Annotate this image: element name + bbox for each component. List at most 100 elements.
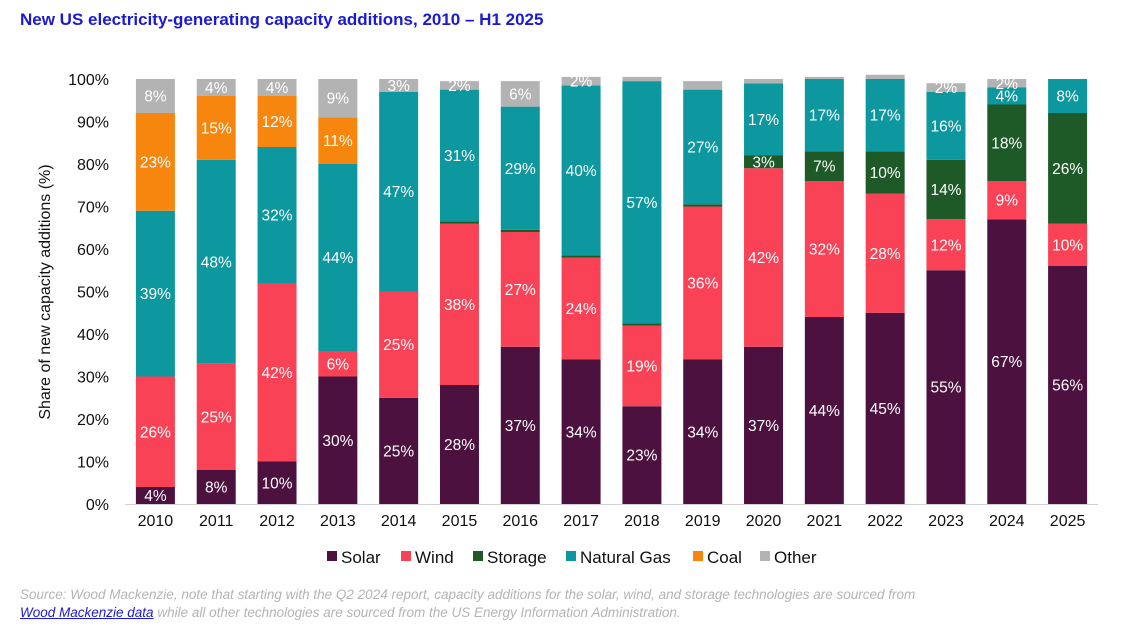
data-label: 10% — [1052, 237, 1083, 254]
bar-solar-2015 — [439, 385, 479, 504]
legend-label: Storage — [487, 548, 547, 567]
bar-solar-2022 — [865, 312, 905, 504]
x-tick-label: 2025 — [1050, 513, 1086, 530]
bar-coal-2011 — [196, 96, 236, 160]
bar-storage-2024 — [987, 104, 1027, 181]
data-label: 39% — [140, 286, 171, 303]
bar-wind-2018 — [622, 325, 662, 407]
y-axis-label: Share of new capacity additions (%) — [37, 164, 54, 419]
bar-other-2021 — [804, 76, 844, 79]
bar-group-2013: 30% 6% 44% 11% 9% — [318, 79, 358, 504]
x-axis: 2010 2011 2012 2013 2014 2015 2016 2017 2018 2019… — [125, 504, 1098, 530]
data-label: 44% — [322, 250, 353, 267]
data-label: 44% — [809, 403, 840, 420]
bar-storage-2025 — [1048, 113, 1088, 224]
y-tick-label: 10% — [77, 455, 109, 472]
bar-group-2012: 10% 42% 32% 12% 4% — [257, 79, 297, 504]
x-tick-label: 2020 — [746, 513, 782, 530]
bar-group-2024: 67% 9% 18% 4%2% — [987, 76, 1027, 504]
legend-item-other: Other — [760, 548, 817, 567]
bar-solar-2025 — [1048, 266, 1088, 504]
y-tick-label: 20% — [77, 412, 109, 429]
bar-group-2025: 56% 10% 26% 8% — [1048, 79, 1088, 504]
data-label: 38% — [444, 297, 475, 314]
bar-other-2014 — [379, 79, 419, 92]
source-text: Source: Wood Mackenzie, note that starti… — [20, 587, 916, 602]
bar-solar-2010 — [135, 487, 175, 504]
chart-title: New US electricity-generating capacity a… — [20, 10, 544, 29]
x-tick-label: 2014 — [381, 513, 417, 530]
bar-wind-2021 — [804, 181, 844, 317]
bar-other-2016 — [500, 81, 540, 107]
bar-natural-gas-2012 — [257, 147, 297, 283]
bar-natural-gas-2020 — [744, 83, 784, 156]
data-label: 3% — [752, 154, 775, 171]
bar-natural-gas-2023 — [926, 91, 966, 160]
bar-solar-2024 — [987, 219, 1027, 504]
bar-group-2021: 44% 32% 7% 17% — [804, 76, 844, 504]
data-label: 12% — [930, 237, 961, 254]
data-label: 27% — [687, 140, 718, 157]
data-label: 42% — [748, 250, 779, 267]
bar-storage-2018 — [622, 323, 662, 326]
data-label: 3% — [387, 78, 410, 95]
bar-group-2023: 55% 12% 14% 16% 2% — [926, 80, 966, 504]
data-label: 32% — [809, 242, 840, 259]
bar-other-2017 — [561, 76, 601, 86]
bar-storage-2019 — [683, 204, 723, 207]
bar-solar-2018 — [622, 406, 662, 504]
x-tick-label: 2012 — [259, 513, 295, 530]
bar-group-2014: 25% 25% 47% 3% — [379, 78, 419, 504]
data-label: 28% — [870, 246, 901, 263]
data-label: 2% — [935, 80, 958, 97]
bar-storage-2022 — [865, 151, 905, 194]
y-tick-label: 100% — [68, 72, 109, 89]
x-tick-label: 2015 — [442, 513, 478, 530]
bar-group-2019: 34% 36% 27% — [683, 81, 723, 504]
legend-label: Natural Gas — [580, 548, 671, 567]
data-label: 34% — [687, 424, 718, 441]
bar-wind-2020 — [744, 168, 784, 347]
data-label: 57% — [626, 195, 657, 212]
bar-natural-gas-2016 — [500, 106, 540, 230]
x-tick-label: 2023 — [928, 513, 964, 530]
bar-group-2015: 28% 38% 31% 2% — [439, 78, 479, 504]
wood-mackenzie-data-link[interactable]: Wood Mackenzie data — [20, 605, 154, 620]
bar-solar-2020 — [744, 346, 784, 504]
data-label: 27% — [505, 282, 536, 299]
bar-group-2017: 34% 24% 40% 2% — [561, 74, 601, 504]
data-label: 2% — [448, 78, 471, 95]
data-label: 67% — [991, 354, 1022, 371]
bar-natural-gas-2011 — [196, 159, 236, 364]
bars: 4% 26% 39% 23% 8% 8% 25% 48% 15% 4% 10% 42% 32% 12% 4%… — [135, 74, 1088, 505]
x-tick-label: 2024 — [989, 513, 1025, 530]
data-label: 34% — [566, 424, 597, 441]
x-tick-label: 2013 — [320, 513, 356, 530]
data-label: 36% — [687, 276, 718, 293]
bar-wind-2024 — [987, 181, 1027, 220]
data-label: 25% — [201, 409, 232, 426]
data-label: 11% — [323, 133, 353, 150]
legend-swatch — [760, 551, 770, 561]
source-text-continued: while all other technologies are sourced… — [157, 605, 681, 620]
bar-coal-2013 — [318, 117, 358, 164]
bar-other-2010 — [135, 79, 175, 113]
bar-natural-gas-2024 — [987, 87, 1027, 105]
data-label: 26% — [1052, 161, 1083, 178]
bar-other-2019 — [683, 81, 723, 90]
bar-wind-2017 — [561, 257, 601, 360]
bar-other-2012 — [257, 79, 297, 96]
bar-other-2018 — [622, 76, 662, 82]
bar-coal-2010 — [135, 113, 175, 211]
x-tick-label: 2017 — [563, 513, 599, 530]
bar-coal-2012 — [257, 96, 297, 147]
bar-storage-2023 — [926, 159, 966, 220]
bar-group-2018: 23% 19% 57% — [622, 76, 662, 504]
bar-natural-gas-2010 — [135, 210, 175, 377]
data-label: 6% — [327, 356, 350, 373]
legend-swatch — [693, 551, 703, 561]
data-label: 17% — [809, 108, 840, 125]
data-label: 26% — [140, 424, 171, 441]
bar-solar-2016 — [500, 346, 540, 504]
bar-solar-2011 — [196, 470, 236, 504]
